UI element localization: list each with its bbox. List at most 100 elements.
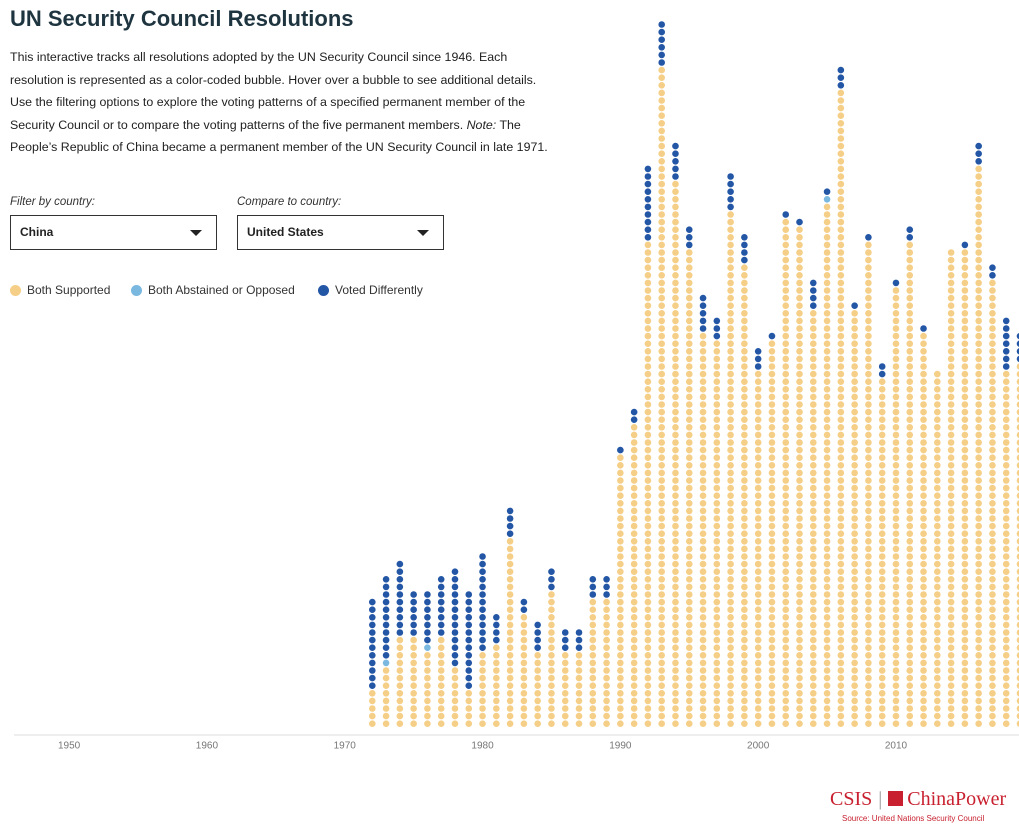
dot [506,522,514,530]
dot [975,431,982,439]
dot [548,614,555,621]
legend-item[interactable]: Voted Differently [318,283,423,297]
dot [920,431,927,439]
dot [878,614,886,621]
dot [809,682,817,689]
dot [617,583,624,591]
dot [865,667,872,674]
dot [823,355,831,363]
dot [727,196,734,203]
dot [617,690,624,697]
dot [768,416,776,424]
dot [782,256,790,264]
dot [865,598,872,606]
dot [851,317,858,325]
dot [906,424,914,431]
dot [934,522,941,530]
dot [768,401,776,408]
dot [396,644,404,651]
dot [782,477,790,484]
dot [396,636,404,644]
dot [823,226,831,233]
dot [989,370,996,378]
dot [809,606,817,613]
dot [479,583,486,591]
legend-item[interactable]: Both Supported [10,283,110,297]
dot [947,310,955,317]
dot [727,325,734,332]
dot [961,583,969,591]
dot [685,264,693,272]
dot [1002,553,1010,560]
dot [823,560,831,568]
dot [1002,340,1010,348]
dot [672,142,679,150]
dot [906,644,914,651]
dot [947,401,955,408]
dot [685,720,693,727]
dot [1002,636,1010,644]
dot [617,553,624,560]
dot [906,507,914,515]
dot [823,378,831,386]
dot [865,363,872,370]
dot [699,454,707,462]
dot [878,720,886,727]
dot [479,705,486,712]
dot [493,614,500,621]
dot [685,431,693,439]
dot [837,74,845,81]
dot [658,408,665,416]
dot [878,462,886,469]
dot [865,378,872,386]
dot [975,386,982,393]
dot [713,462,721,469]
legend-item[interactable]: Both Abstained or Opposed [131,283,295,297]
dot [644,287,652,294]
dropdown[interactable]: United States [237,215,444,250]
dot-segment [878,363,886,378]
dot [754,545,762,553]
dot [796,469,803,477]
dot [768,439,776,446]
dot [837,515,845,522]
dot [782,553,790,560]
dot [947,712,955,720]
dot [754,484,762,492]
dot [741,378,748,386]
dot [506,568,514,575]
dot [782,591,790,598]
dot [465,690,473,697]
dot [410,614,417,621]
dot [410,636,417,644]
dot [451,568,459,575]
x-tick-label: 1990 [609,741,632,752]
dot [920,522,927,530]
dot [961,705,969,712]
dot [630,606,638,613]
dot [796,697,803,705]
dot [369,690,376,697]
dot [906,287,914,294]
dot [644,332,652,340]
dot [920,386,927,393]
dropdown[interactable]: China [10,215,217,250]
dot [906,439,914,446]
dot [465,606,473,613]
dot [975,469,982,477]
dot [878,682,886,689]
dot [382,697,390,705]
dot [672,522,679,530]
dot [920,500,927,507]
logo-icon [888,791,904,806]
dot [989,317,996,325]
dot [561,720,569,727]
dot [479,644,486,651]
dot [823,294,831,302]
dot [796,606,803,613]
dot [892,401,900,408]
dot [741,697,748,705]
dot [754,370,762,378]
dot [672,408,679,416]
dot [768,446,776,454]
